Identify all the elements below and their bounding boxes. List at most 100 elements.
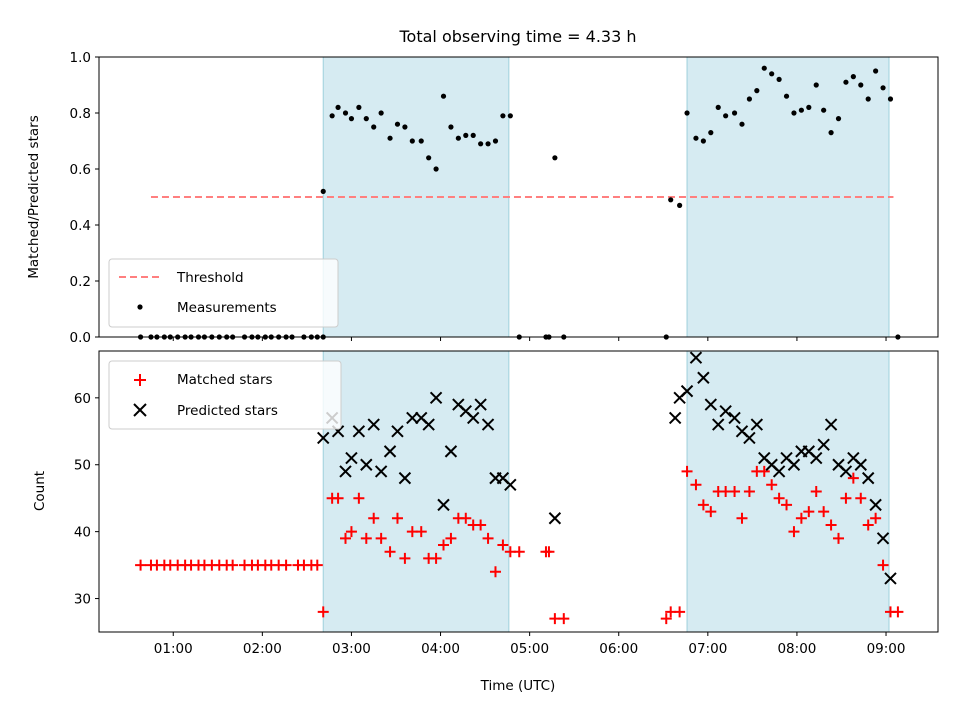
measurement-point	[329, 113, 335, 119]
predicted-star-point	[876, 532, 890, 545]
measurement-point	[746, 96, 753, 102]
matched-star-point	[475, 519, 487, 531]
measurement-point	[492, 138, 499, 144]
matched-star-point	[430, 552, 442, 564]
matched-star-point	[375, 532, 387, 544]
predicted-star-point	[743, 431, 756, 445]
predicted-star-point	[680, 384, 694, 398]
predicted-star-point	[391, 425, 404, 438]
matched-star-point	[135, 559, 147, 571]
x-tick-label: 08:00	[777, 641, 816, 657]
legend-predicted-swatch	[133, 403, 147, 417]
legend-matched-swatch	[134, 374, 146, 386]
matched-star-point	[690, 479, 702, 491]
predicted-star-point	[474, 398, 487, 411]
measurement-point	[507, 113, 513, 119]
top-y-ticks: 0.0 0.2 0.4 0.6 0.8 1.0	[70, 50, 99, 346]
matched-star-point	[415, 526, 427, 538]
y-tick-label: 40	[74, 525, 91, 541]
measurement-point	[850, 74, 856, 80]
matched-star-point	[781, 499, 793, 511]
matched-star-point	[460, 512, 472, 524]
y-tick-label: 60	[74, 391, 91, 407]
measurement-point	[402, 124, 408, 130]
matched-star-point	[892, 606, 904, 618]
predicted-star-point	[854, 458, 867, 471]
top-panel: 0.0 0.2 0.4 0.6 0.8 1.0 Matched/Predicted sta…	[26, 50, 939, 346]
matched-star-point	[743, 486, 755, 497]
matched-star-point	[818, 506, 830, 518]
matched-star-point	[833, 532, 845, 544]
measurement-point	[723, 113, 729, 119]
measurement-point	[378, 110, 384, 116]
x-tick-label: 02:00	[243, 641, 282, 657]
bottom-y-axis-label: Count	[32, 471, 48, 511]
matched-star-point	[877, 559, 889, 571]
predicted-star-point	[884, 572, 897, 585]
measurement-point	[865, 96, 871, 102]
matched-star-point	[543, 546, 555, 558]
measurement-point	[418, 138, 424, 144]
matched-star-point	[353, 492, 365, 504]
matched-star-point	[227, 559, 239, 571]
top-axes-frame	[98, 56, 939, 338]
measurement-point	[739, 121, 745, 127]
measurement-point	[356, 104, 362, 110]
measurement-point	[806, 104, 812, 110]
top-legend: Threshold Measurements	[108, 258, 339, 328]
measurement-point	[342, 110, 349, 116]
x-tick-label: 04:00	[421, 641, 460, 657]
matched-star-point	[825, 519, 837, 531]
predicted-star-point	[824, 418, 838, 431]
measurement-point	[433, 166, 439, 172]
predicted-star-point	[339, 465, 352, 478]
matched-star-point	[368, 512, 380, 524]
x-tick-label: 05:00	[510, 641, 549, 657]
matched-star-point	[870, 512, 882, 524]
matched-star-point	[795, 512, 807, 524]
measurement-point	[440, 93, 447, 99]
x-axis-label: Time (UTC)	[480, 678, 556, 694]
matched-star-point	[360, 532, 372, 544]
matched-star-point	[558, 613, 570, 625]
matched-star-point	[660, 613, 672, 625]
measurement-point	[470, 132, 476, 138]
predicted-star-point	[467, 411, 480, 425]
measurement-point	[500, 113, 506, 119]
predicted-star-point	[750, 418, 764, 431]
predicted-star-point	[704, 398, 718, 411]
bottom-axes-frame	[98, 350, 939, 633]
measurement-point	[700, 138, 706, 144]
measurement-point	[828, 130, 834, 136]
top-observing-windows	[322, 56, 890, 338]
predicted-star-point	[861, 471, 875, 485]
measurement-point	[348, 116, 355, 122]
matched-star-point	[855, 492, 867, 504]
legend-predicted-label: Predicted stars	[177, 403, 278, 419]
matched-star-point	[705, 506, 717, 518]
predicted-star-point	[869, 498, 882, 512]
predicted-star-point	[374, 465, 388, 478]
y-tick-label: 0.8	[70, 106, 91, 122]
measurement-point	[858, 82, 864, 88]
predicted-star-point	[437, 498, 450, 512]
matched-star-point	[681, 465, 693, 477]
measurement-point	[320, 188, 326, 194]
predicted-star-point	[429, 391, 443, 405]
predicted-star-point	[548, 512, 562, 525]
legend-matched-label: Matched stars	[177, 372, 273, 388]
measurement-point	[478, 141, 484, 147]
matched-star-point	[345, 526, 357, 538]
measurement-point	[426, 155, 432, 161]
measurement-point	[335, 104, 341, 110]
predicted-star-point	[345, 451, 358, 465]
legend-measurements-swatch	[137, 304, 143, 310]
predicted-star-point	[817, 438, 830, 451]
predicted-star-point	[383, 445, 397, 458]
measurement-point	[715, 104, 721, 110]
measurement-point	[684, 110, 690, 116]
measurement-point	[409, 138, 415, 144]
matched-star-point	[810, 486, 822, 497]
predicted-star-point	[367, 418, 380, 431]
matched-star-point	[332, 492, 344, 504]
